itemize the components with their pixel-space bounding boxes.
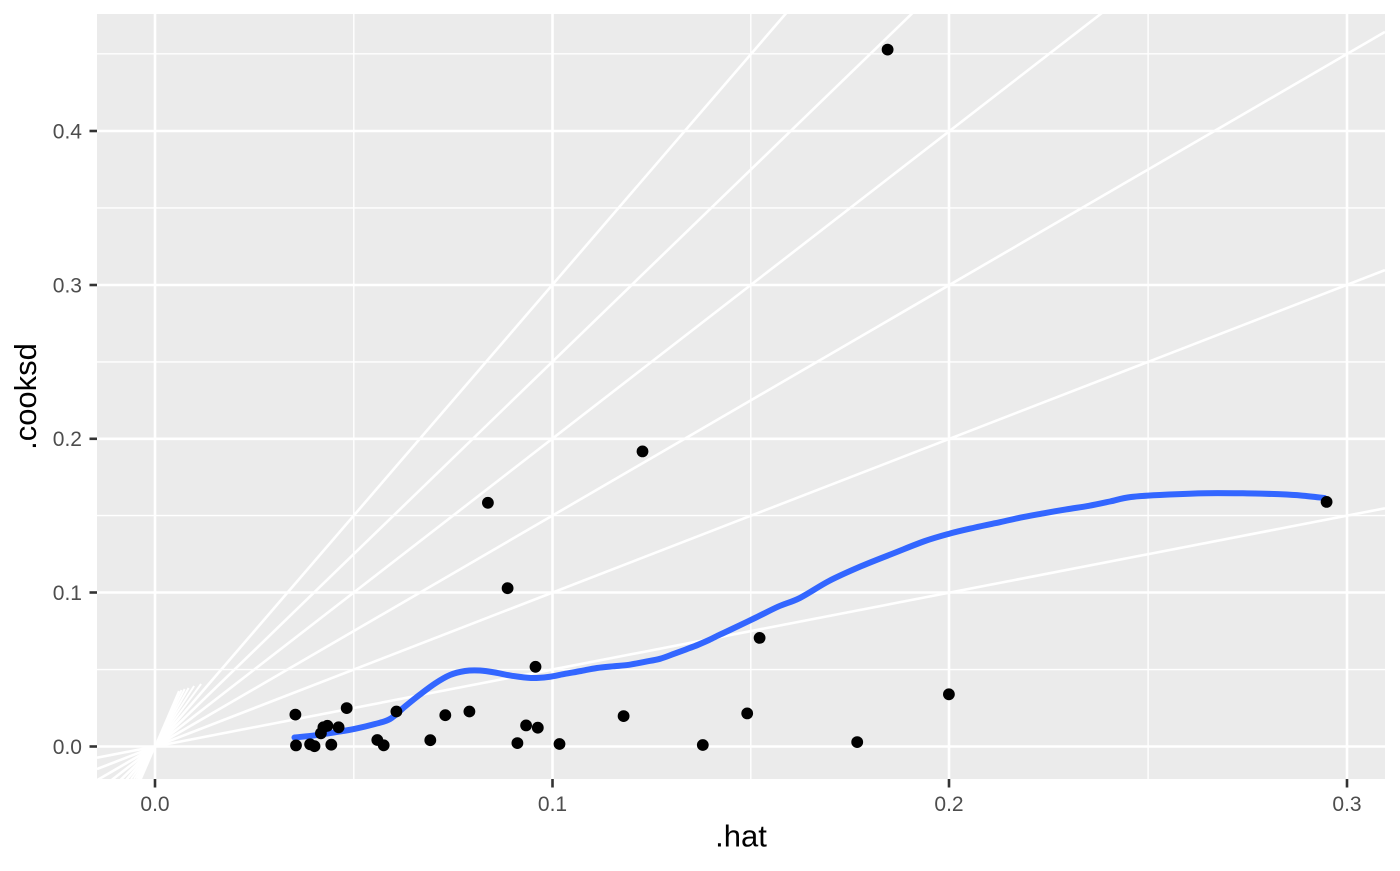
svg-text:0.0: 0.0 <box>53 736 82 759</box>
svg-text:0.3: 0.3 <box>53 274 82 297</box>
svg-text:0.0: 0.0 <box>140 793 169 816</box>
svg-text:0.4: 0.4 <box>53 120 83 143</box>
svg-text:.cooksd: .cooksd <box>8 343 43 450</box>
svg-text:.hat: .hat <box>715 819 767 854</box>
svg-text:0.2: 0.2 <box>934 793 963 816</box>
svg-text:0.1: 0.1 <box>53 582 82 605</box>
svg-text:0.3: 0.3 <box>1332 793 1361 816</box>
svg-text:0.1: 0.1 <box>538 793 567 816</box>
svg-text:0.2: 0.2 <box>53 428 82 451</box>
